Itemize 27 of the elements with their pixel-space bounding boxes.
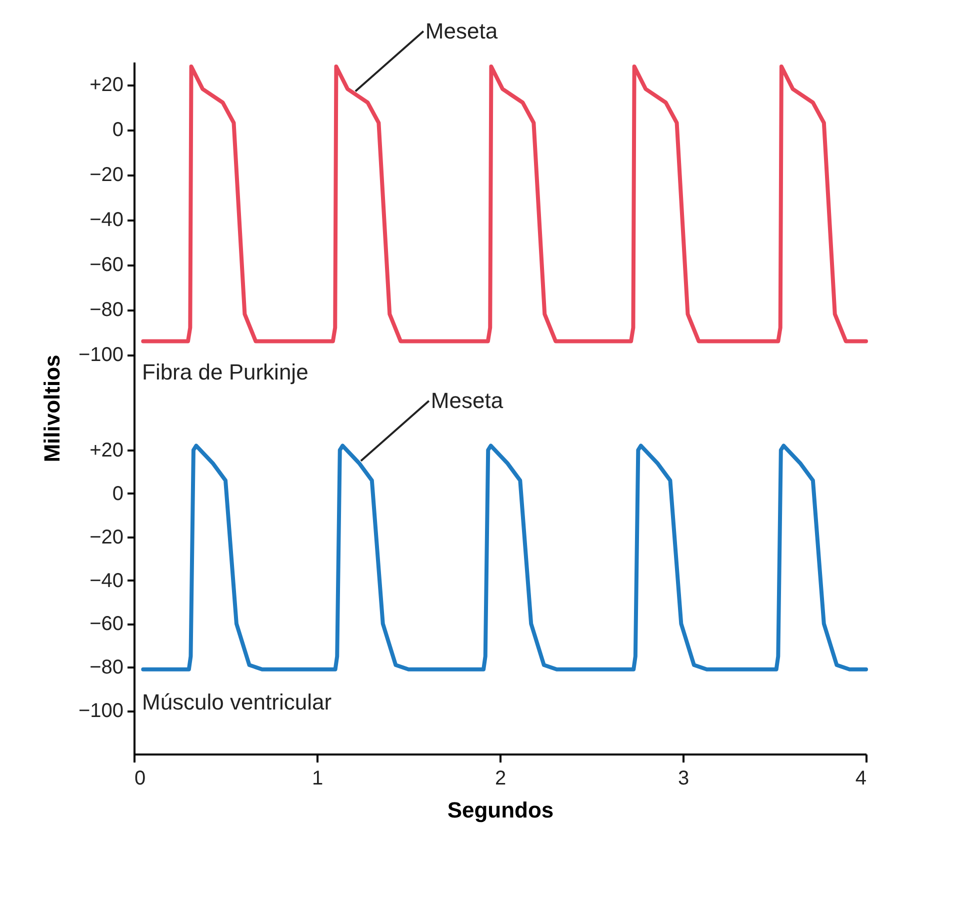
- y-tick-label: −100: [78, 700, 124, 722]
- y-tick-label: +20: [90, 74, 124, 96]
- x-tick-label: 3: [678, 768, 690, 790]
- y-tick-label: −20: [90, 526, 124, 548]
- annotation: Meseta: [425, 18, 498, 44]
- y-tick-label: −80: [90, 656, 124, 679]
- y-axis-title: Milivoltios: [39, 354, 64, 462]
- annotation: Meseta: [430, 388, 504, 413]
- x-tick-label: 2: [494, 768, 506, 790]
- y-tick-label: −100: [78, 344, 124, 366]
- y-tick-label: +20: [90, 440, 124, 462]
- y-tick-label: −60: [90, 613, 124, 636]
- annotation: Fibra de Purkinje: [142, 360, 308, 385]
- line-series: [141, 444, 868, 672]
- y-tick-label: −60: [90, 254, 124, 276]
- x-axis-title: Segundos: [447, 798, 554, 822]
- x-tick-label: 1: [312, 768, 324, 790]
- y-tick-label: 0: [112, 482, 124, 505]
- y-tick-label: −80: [90, 299, 124, 322]
- x-tick-label: 0: [134, 768, 146, 790]
- y-tick-label: −40: [90, 209, 124, 232]
- y-tick-label: −20: [90, 164, 124, 186]
- y-tick-label: 0: [112, 119, 124, 142]
- x-tick-label: 4: [855, 768, 866, 790]
- annotation: Músculo ventricular: [142, 690, 332, 715]
- y-tick-label: −40: [90, 570, 124, 592]
- line-series: [141, 64, 868, 344]
